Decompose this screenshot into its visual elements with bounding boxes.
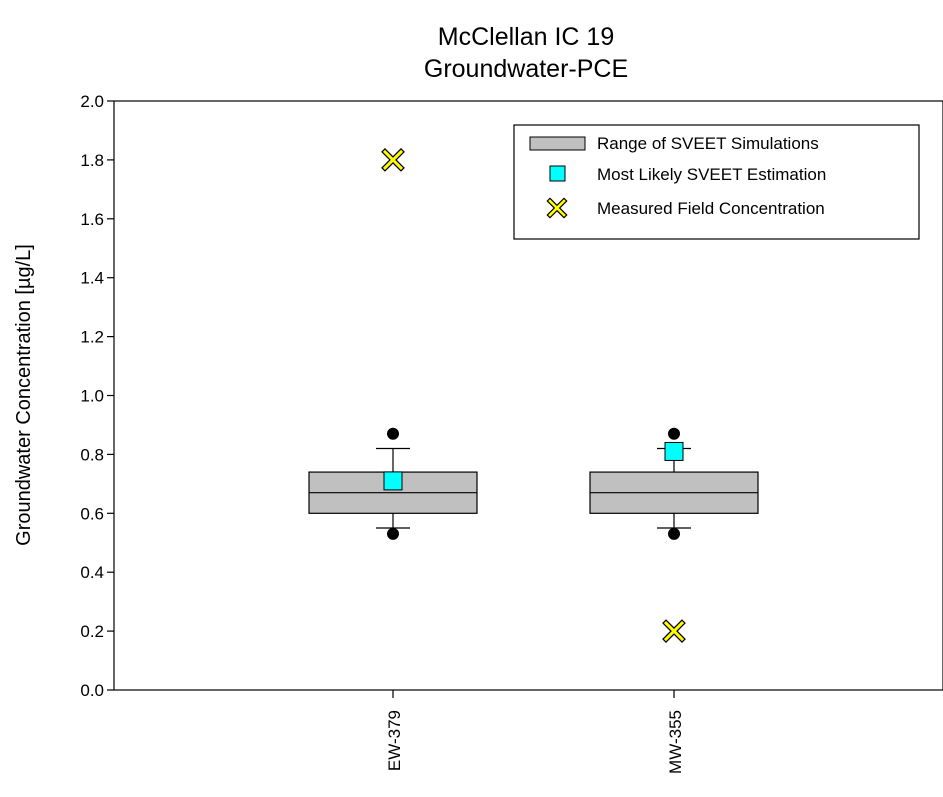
y-tick-label: 1.6 (80, 210, 104, 229)
most-likely-marker (664, 441, 684, 461)
outlier-point (387, 427, 399, 440)
measured-marker (663, 620, 685, 642)
y-tick-label: 0.8 (80, 445, 104, 464)
legend-box-swatch (529, 136, 586, 151)
y-tick-label: 0.2 (80, 622, 104, 641)
y-tick-label: 1.4 (80, 269, 104, 288)
y-tick-label: 2.0 (80, 92, 104, 111)
y-tick-label: 0.6 (80, 504, 104, 523)
legend-square-swatch (549, 165, 566, 182)
y-tick-label: 1.2 (80, 328, 104, 347)
measured-marker (382, 149, 404, 171)
y-tick-label: 1.0 (80, 387, 104, 406)
outlier-point (668, 427, 680, 440)
x-tick-label: MW-355 (666, 710, 685, 774)
y-axis-label: Groundwater Concentration [µg/L] (13, 244, 35, 546)
chart-title: McClellan IC 19 (438, 23, 614, 51)
legend-label-measured: Measured Field Concentration (597, 199, 825, 218)
y-tick-label: 1.8 (80, 151, 104, 170)
legend-label-estimate: Most Likely SVEET Estimation (597, 165, 826, 184)
legend: Range of SVEET Simulations Most Likely S… (513, 124, 920, 240)
y-tick-label: 0.4 (80, 563, 104, 582)
x-tick-label: EW-379 (385, 710, 404, 771)
legend-x-swatch (546, 197, 568, 219)
plot-area-frame (113, 100, 943, 691)
outlier-point (668, 527, 680, 540)
legend-label-range: Range of SVEET Simulations (597, 134, 819, 153)
y-tick-label: 0.0 (80, 681, 104, 700)
chart-subtitle: Groundwater-PCE (424, 55, 628, 83)
most-likely-marker (383, 471, 403, 491)
outlier-point (387, 527, 399, 540)
